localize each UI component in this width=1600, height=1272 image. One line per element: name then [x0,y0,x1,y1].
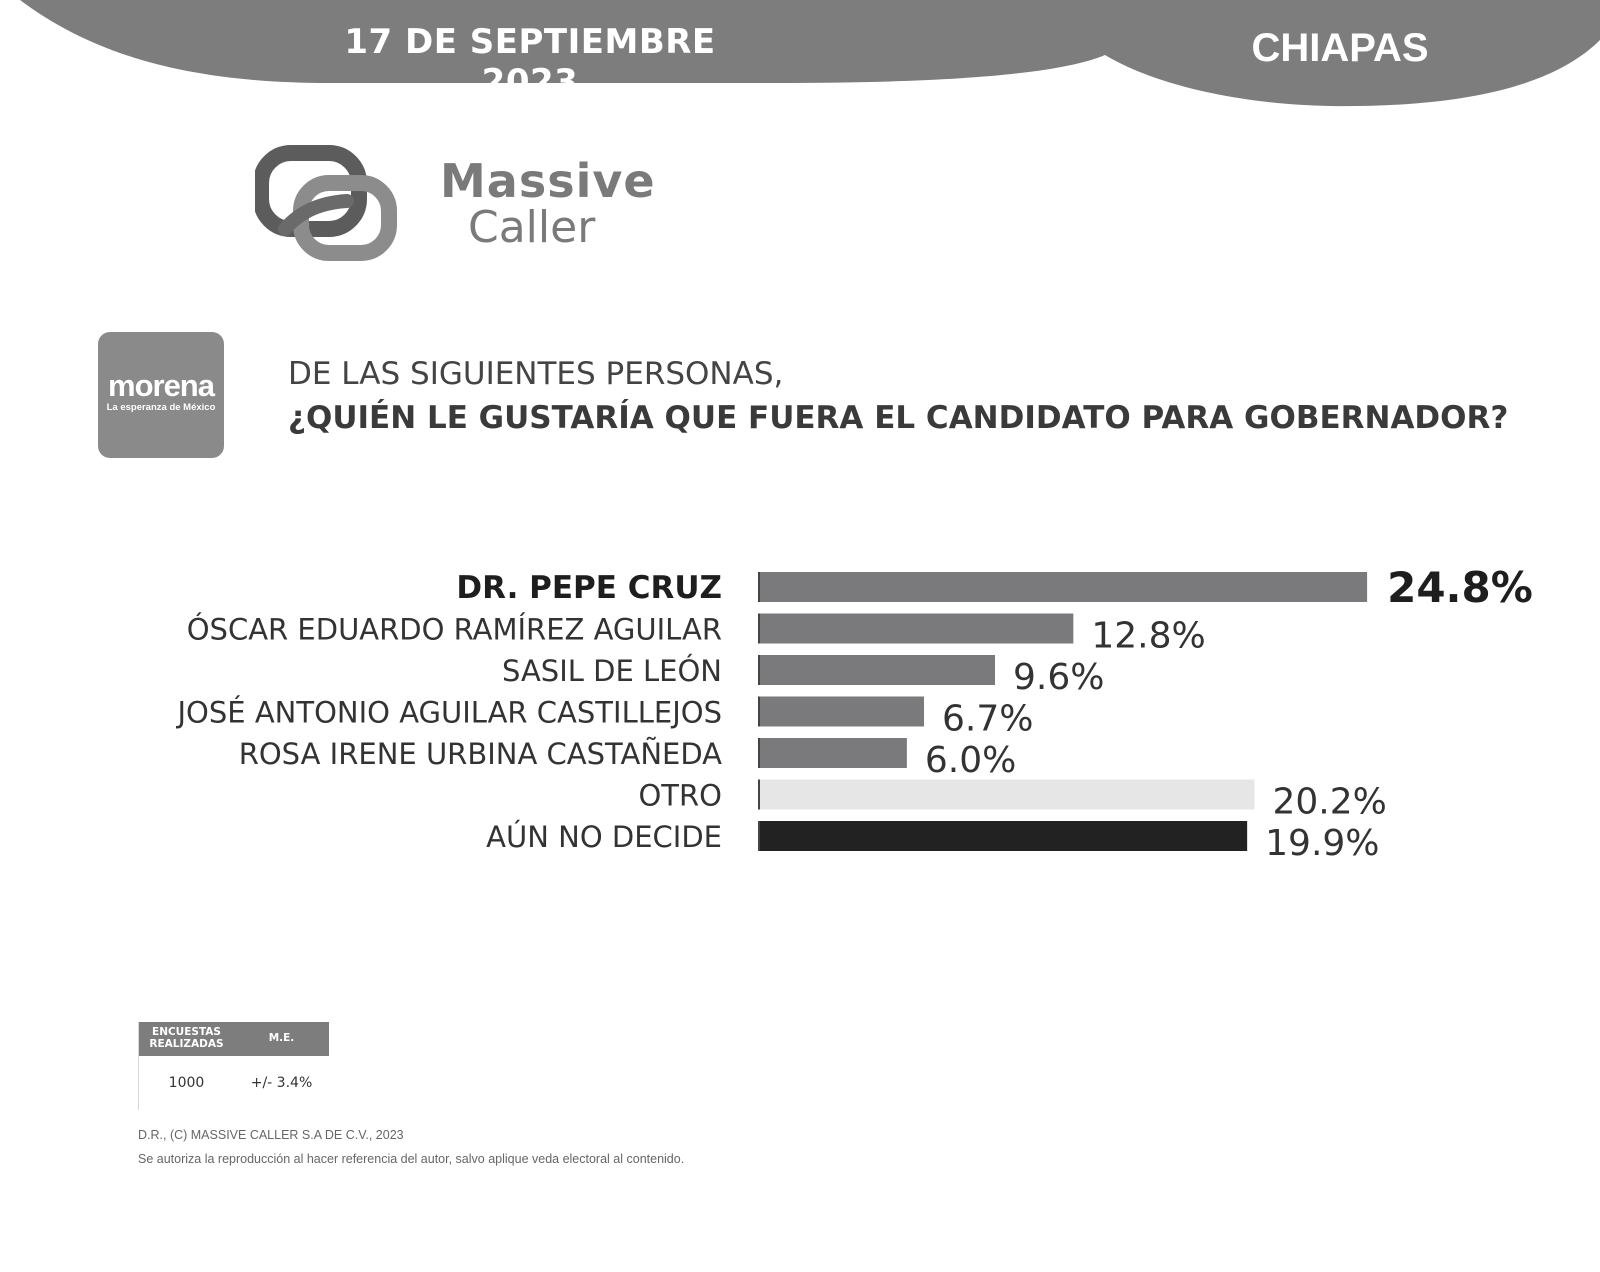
category-label: SASIL DE LEÓN [502,654,722,688]
category-label: AÚN NO DECIDE [486,820,722,854]
brand-name-line1: Massive [440,154,656,208]
bar [760,696,925,727]
bar [760,738,907,768]
value-label: 20.2% [1272,782,1386,823]
survey-info-table: ENCUESTAS REALIZADAS M.E. 1000 +/- 3.4% [138,1022,329,1110]
value-label: 6.0% [925,740,1016,781]
bar-edge [758,655,760,685]
region-name: CHIAPAS [1251,26,1429,70]
value-label: 6.7% [942,699,1033,740]
bar-edge [758,696,760,727]
bar-chart: DR. PEPE CRUZ 24.8% ÓSCAR EDUARDO RAMÍREZ … [176,563,1533,864]
survey-info-header: ENCUESTAS REALIZADAS M.E. [139,1022,329,1056]
category-label: OTRO [638,779,722,813]
value-label: 24.8% [1387,563,1533,612]
bar-edge [758,572,760,602]
bar-edge [758,738,760,768]
brand-logo-icon [255,145,397,261]
header-banner [0,0,1600,107]
party-slogan: La esperanza de México [106,402,216,413]
category-label: ROSA IRENE URBINA CASTAÑEDA [239,737,722,771]
bar [760,821,1248,851]
margin-error-header: M.E. [268,1032,295,1045]
bar [760,572,1368,602]
party-logo: morena La esperanza de México [98,332,224,458]
bar [760,655,996,685]
bar-edge [758,613,760,644]
margin-error-value: +/- 3.4% [250,1075,313,1091]
category-label: DR. PEPE CRUZ [456,570,722,606]
category-label: JOSÉ ANTONIO AGUILAR CASTILLEJOS [176,696,723,730]
header-band-shape [0,0,1600,107]
surveys-value: 1000 [168,1075,205,1091]
question-line-1: DE LAS SIGUIENTES PERSONAS, [288,356,784,392]
value-label: 9.6% [1013,657,1104,698]
party-name: morena [108,368,215,403]
bar-edge [758,821,760,851]
survey-info-row: 1000 +/- 3.4% [139,1056,329,1110]
category-label: ÓSCAR EDUARDO RAMÍREZ AGUILAR [187,613,722,647]
question-line-2: ¿QUIÉN LE GUSTARÍA QUE FUERA EL CANDIDAT… [288,400,1509,437]
bar [760,779,1255,810]
surveys-header: ENCUESTAS REALIZADAS [149,1026,224,1050]
bar [760,613,1074,644]
brand-name-line2: Caller [468,202,596,253]
survey-date: 17 DE SEPTIEMBRE 2023 [344,22,716,102]
value-label: 12.8% [1091,616,1205,657]
copyright-text: D.R., (C) MASSIVE CALLER S.A DE C.V., 20… [138,1128,404,1142]
survey-question: DE LAS SIGUIENTES PERSONAS, ¿QUIÉN LE GU… [288,352,1508,440]
bar-edge [758,779,760,810]
value-label: 19.9% [1265,823,1379,864]
brand-wordmark: Massive Caller [440,158,656,250]
reproduction-notice: Se autoriza la reproducción al hacer ref… [138,1152,685,1166]
